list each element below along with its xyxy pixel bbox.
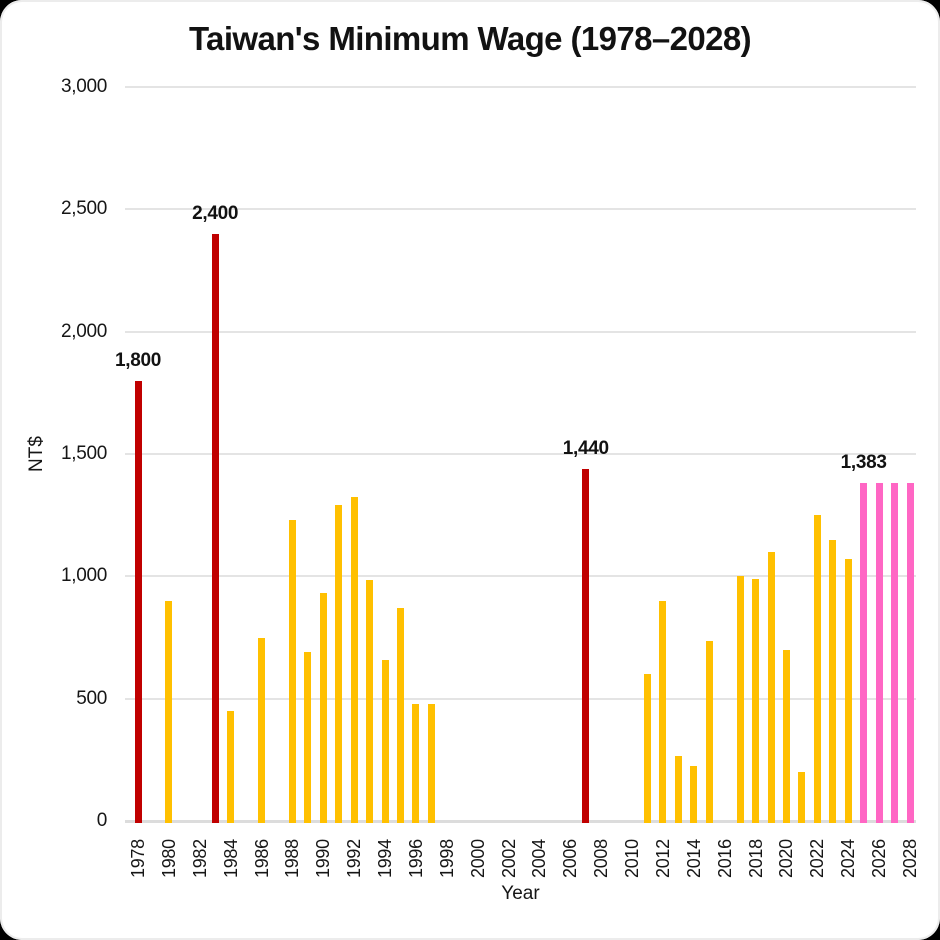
x-tick-label-1994: 1994 <box>375 839 396 878</box>
gridline-1500 <box>125 453 916 455</box>
x-tick-label-2000: 2000 <box>467 839 488 878</box>
x-tick-label-1980: 1980 <box>158 839 179 878</box>
bar-value-label-1978: 1,800 <box>114 349 162 371</box>
bar-value-label-1983: 2,400 <box>192 202 239 224</box>
x-tick-label-2020: 2020 <box>776 839 797 878</box>
bar-2015 <box>705 641 713 823</box>
x-axis-line <box>125 820 916 823</box>
gridline-2000 <box>125 330 916 333</box>
x-tick-label-1984: 1984 <box>220 839 241 878</box>
y-axis-title: NT$ <box>26 436 47 472</box>
bar-1986 <box>258 637 266 823</box>
y-tick-label-3000: 3,000 <box>60 76 107 97</box>
x-tick-label-1996: 1996 <box>405 839 426 878</box>
bar-1984 <box>227 710 235 823</box>
x-tick-label-2016: 2016 <box>714 839 735 878</box>
bar-1997 <box>427 703 435 823</box>
x-tick-label-2028: 2028 <box>900 839 920 878</box>
x-tick-label-2018: 2018 <box>745 839 766 878</box>
y-tick-label-1000: 1,000 <box>60 565 107 587</box>
x-tick-label-1982: 1982 <box>189 839 210 878</box>
bar-1990 <box>319 593 327 823</box>
bar-1988 <box>288 520 296 823</box>
bar-2007 <box>582 468 590 823</box>
bar-1983 <box>211 233 219 823</box>
x-tick-label-2024: 2024 <box>838 839 859 878</box>
bar-2017 <box>736 576 744 823</box>
x-tick-label-1992: 1992 <box>344 839 365 878</box>
bar-2021 <box>798 772 806 823</box>
bar-2013 <box>674 756 682 823</box>
y-tick-label-0: 0 <box>96 810 108 831</box>
bar-1991 <box>335 505 343 823</box>
bar-2020 <box>782 649 790 823</box>
gridline-500 <box>125 697 916 700</box>
bar-1980 <box>165 600 173 823</box>
gridline-3000 <box>125 86 916 88</box>
bar-2027 <box>891 482 899 823</box>
x-tick-label-2012: 2012 <box>652 839 673 878</box>
bar-2018 <box>752 578 760 823</box>
bar-2024 <box>844 559 852 823</box>
chart-title: Taiwan's Minimum Wage (1978–2028) <box>188 20 752 57</box>
x-tick-label-1990: 1990 <box>313 839 334 878</box>
bar-2012 <box>659 600 667 823</box>
gridline-1000 <box>125 575 916 578</box>
x-tick-label-2002: 2002 <box>498 839 519 878</box>
bar-1995 <box>396 608 404 823</box>
x-tick-label-1978: 1978 <box>128 839 148 878</box>
bar-2025 <box>860 482 868 823</box>
y-tick-label-2000: 2,000 <box>60 320 107 342</box>
x-tick-label-2026: 2026 <box>869 839 890 878</box>
x-axis-title: Year <box>501 883 540 904</box>
bar-2028 <box>906 482 914 823</box>
bar-2011 <box>644 674 652 823</box>
bar-value-label-2025: 1,383 <box>840 451 887 473</box>
bar-2023 <box>829 539 837 823</box>
x-tick-label-1986: 1986 <box>251 839 272 878</box>
y-tick-label-500: 500 <box>76 687 107 709</box>
x-tick-label-1988: 1988 <box>282 839 303 878</box>
x-tick-label-2022: 2022 <box>807 839 828 878</box>
bar-2014 <box>690 765 698 823</box>
x-tick-label-2010: 2010 <box>622 839 643 878</box>
bar-2019 <box>767 551 775 823</box>
bar-value-label-2007: 1,440 <box>562 437 609 459</box>
bar-1989 <box>304 652 312 823</box>
y-tick-label-2500: 2,500 <box>60 198 107 220</box>
bar-1996 <box>412 703 420 823</box>
gridline-2500 <box>125 208 916 211</box>
bar-1978 <box>134 380 142 823</box>
bar-1994 <box>381 659 389 823</box>
x-tick-label-2008: 2008 <box>591 839 612 878</box>
x-tick-label-2014: 2014 <box>683 839 704 878</box>
x-tick-label-1998: 1998 <box>436 839 457 878</box>
bar-2026 <box>875 482 883 823</box>
bar-2022 <box>813 515 821 823</box>
bar-1992 <box>350 496 358 823</box>
y-tick-label-1500: 1,500 <box>60 443 107 464</box>
x-tick-label-2006: 2006 <box>560 839 581 878</box>
bar-1993 <box>366 580 374 823</box>
x-tick-label-2004: 2004 <box>529 839 550 878</box>
